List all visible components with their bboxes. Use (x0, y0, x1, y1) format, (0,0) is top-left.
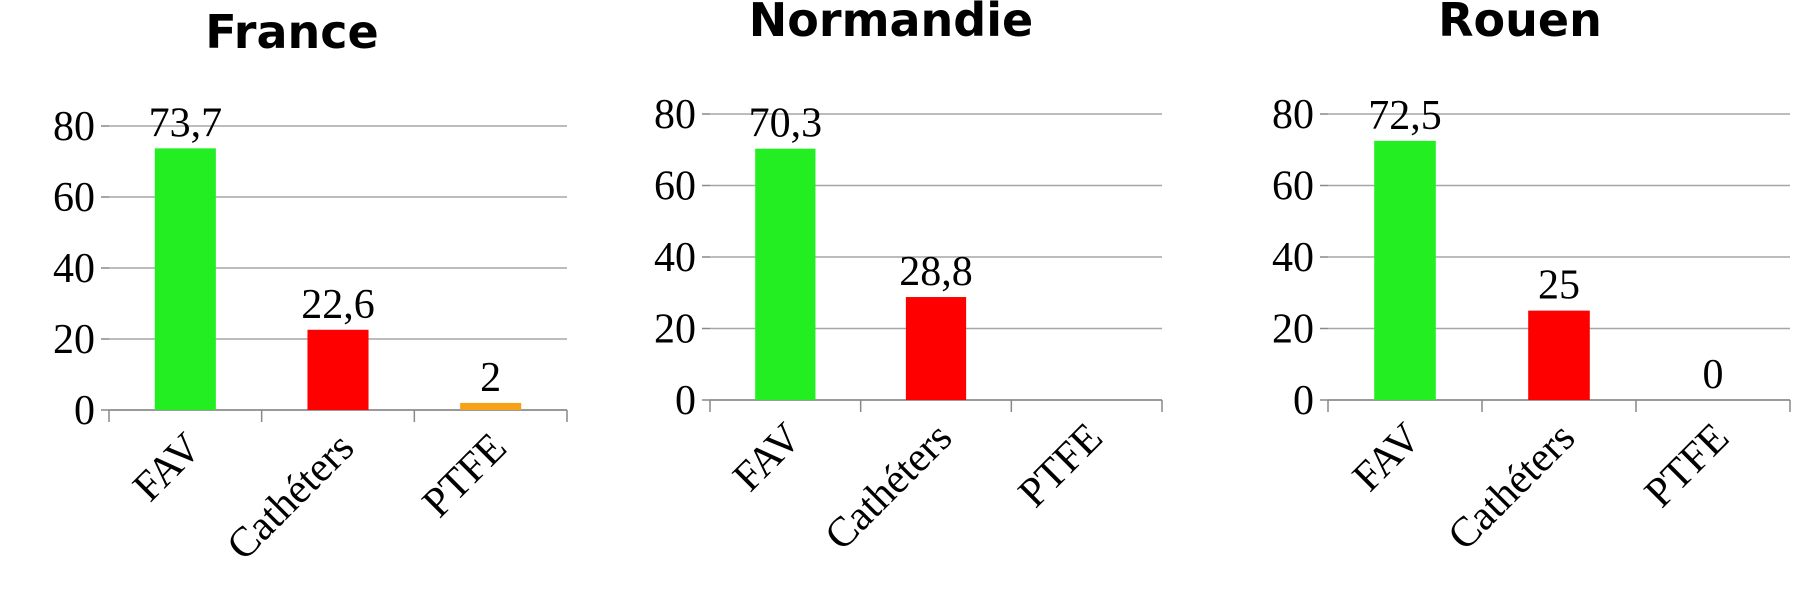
x-tick-label: FAV (724, 415, 810, 501)
y-tick-label: 80 (1272, 92, 1314, 138)
y-tick-label: 0 (1293, 378, 1314, 424)
value-label: 72,5 (1368, 93, 1442, 139)
chart-title: Normandie (749, 0, 1033, 47)
y-tick-label: 60 (1272, 164, 1314, 210)
x-tick-label: FAV (1344, 415, 1430, 501)
bar (905, 297, 967, 400)
x-tick-label: FAV (124, 425, 210, 511)
y-tick-label: 80 (654, 92, 696, 138)
y-tick-label: 0 (74, 388, 95, 434)
y-tick-label: 20 (654, 307, 696, 353)
chart-title: France (205, 5, 378, 59)
value-label: 0 (1703, 352, 1724, 398)
value-label: 28,8 (899, 249, 973, 295)
x-tick-label: Cathéters (816, 415, 961, 560)
x-tick-label: Cathéters (218, 425, 363, 570)
value-label: 22,6 (301, 282, 375, 328)
y-tick-label: 60 (654, 164, 696, 210)
x-tick-label: PTFE (1010, 415, 1112, 517)
bar (1374, 140, 1436, 400)
y-tick-label: 0 (675, 378, 696, 424)
bar (154, 148, 216, 411)
chart-title: Rouen (1438, 0, 1602, 47)
y-tick-label: 60 (53, 175, 95, 221)
y-tick-label: 40 (53, 246, 95, 292)
y-tick-label: 20 (1272, 307, 1314, 353)
x-tick-label: PTFE (414, 425, 516, 527)
value-label: 70,3 (749, 101, 823, 147)
bar (460, 402, 522, 410)
x-tick-label: PTFE (1636, 415, 1738, 517)
bar (1528, 310, 1590, 400)
bar (307, 329, 369, 410)
value-label: 73,7 (149, 100, 223, 146)
value-label: 25 (1538, 263, 1580, 309)
y-tick-label: 40 (1272, 235, 1314, 281)
y-tick-label: 20 (53, 317, 95, 363)
x-tick-label: Cathéters (1439, 415, 1584, 560)
y-tick-label: 80 (53, 104, 95, 150)
value-label: 2 (480, 355, 501, 401)
y-tick-label: 40 (654, 235, 696, 281)
bar (755, 148, 816, 400)
